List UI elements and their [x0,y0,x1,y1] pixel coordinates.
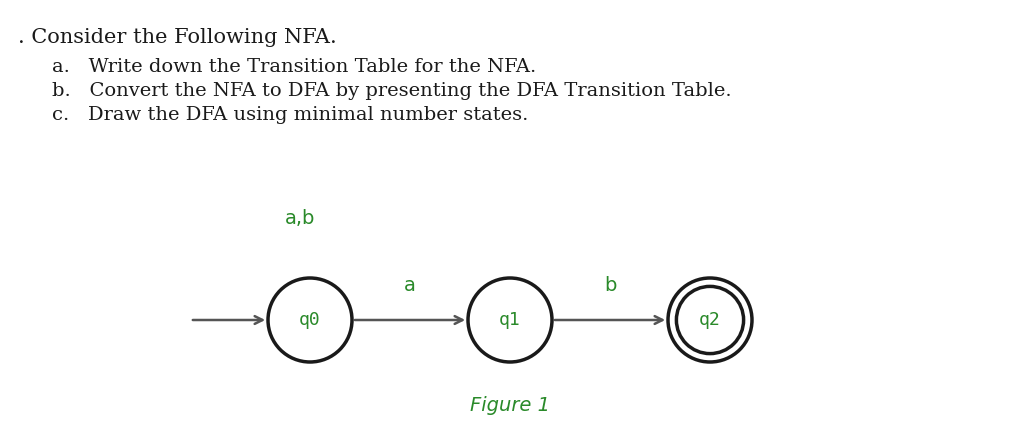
Text: q2: q2 [699,311,721,329]
Text: q1: q1 [499,311,521,329]
Text: b.   Convert the NFA to DFA by presenting the DFA Transition Table.: b. Convert the NFA to DFA by presenting … [52,82,731,100]
Circle shape [668,278,752,362]
Text: b: b [604,276,616,295]
FancyArrowPatch shape [298,284,336,322]
Text: Figure 1: Figure 1 [470,396,550,415]
Text: a: a [404,276,416,295]
Text: . Consider the Following NFA.: . Consider the Following NFA. [18,28,337,47]
Text: c.   Draw the DFA using minimal number states.: c. Draw the DFA using minimal number sta… [52,106,528,124]
Text: q0: q0 [299,311,321,329]
Text: a,b: a,b [285,209,315,228]
Circle shape [468,278,552,362]
Text: a.   Write down the Transition Table for the NFA.: a. Write down the Transition Table for t… [52,58,537,76]
Circle shape [268,278,352,362]
